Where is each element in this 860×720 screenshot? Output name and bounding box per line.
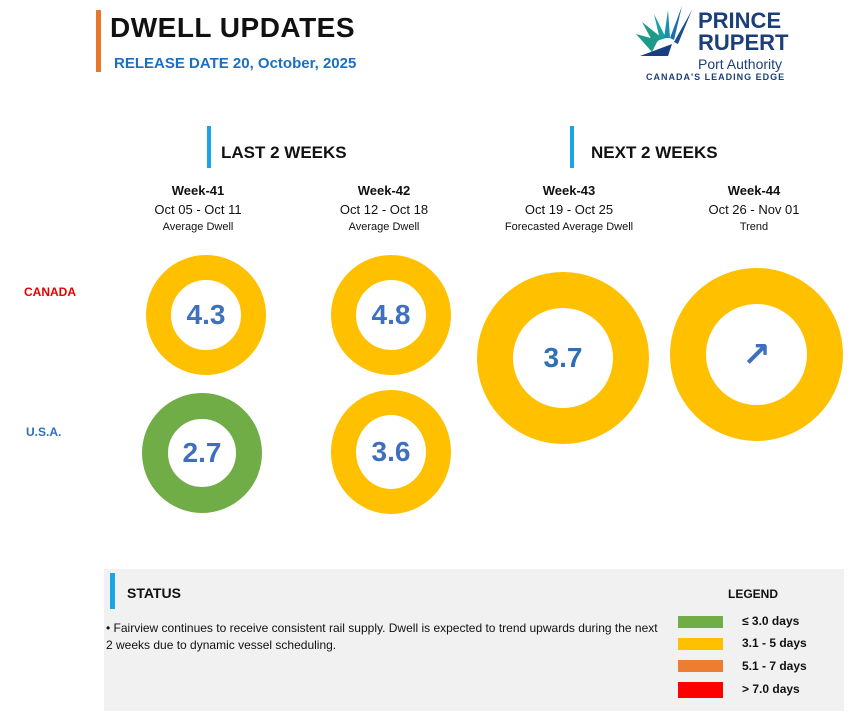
week-header-42: Week-42 Oct 12 - Oct 18 Average Dwell (294, 183, 474, 233)
canada-week41-dwell-ring: 4.3 (146, 255, 266, 375)
prince-rupert-logo: PRINCE RUPERT Port Authority CANADA'S LE… (632, 4, 792, 86)
trend-week44-ring: ↗ (670, 268, 843, 441)
trend-arrow-icon: ↗ (742, 335, 771, 374)
week-range: Oct 26 - Nov 01 (708, 202, 800, 217)
week-range: Oct 19 - Oct 25 (524, 202, 614, 217)
row-label-usa: U.S.A. (26, 425, 62, 439)
title-accent-bar (96, 10, 101, 72)
legend-heading: LEGEND (728, 587, 779, 601)
status-text: • Fairview continues to receive consiste… (106, 621, 658, 652)
usa-week42-dwell-ring: 3.6 (331, 390, 451, 514)
week-name: Week-42 (357, 183, 411, 198)
forecast-week43-dwell-ring: 3.7 (477, 272, 649, 444)
logo-tagline: CANADA'S LEADING EDGE (646, 72, 786, 82)
legend-label-red: > 7.0 days (742, 682, 800, 696)
legend-swatch-orange (678, 660, 723, 672)
week-subtitle: Trend (739, 221, 769, 233)
legend-label-green: ≤ 3.0 days (742, 614, 800, 628)
last-weeks-accent-bar (207, 126, 211, 168)
usa-week42-value: 3.6 (371, 436, 411, 467)
canada-week42-value: 4.8 (371, 299, 411, 330)
legend-swatch-green (678, 616, 723, 628)
week-header-43: Week-43 Oct 19 - Oct 25 Forecasted Avera… (479, 183, 659, 233)
row-label-canada: CANADA (24, 285, 76, 299)
logo-text-prince: PRINCE (698, 8, 782, 33)
last-two-weeks-heading: LAST 2 WEEKS (221, 143, 347, 162)
week-subtitle: Average Dwell (162, 221, 234, 233)
canada-week42-dwell-ring: 4.8 (331, 255, 451, 375)
week-subtitle: Average Dwell (348, 221, 420, 233)
canada-week41-value: 4.3 (186, 299, 226, 330)
status-heading: STATUS (127, 585, 181, 601)
release-date: RELEASE DATE 20, October, 2025 (114, 55, 357, 72)
logo-text-rupert: RUPERT (698, 30, 789, 55)
week-name: Week-41 (171, 183, 225, 198)
legend-swatch-red (678, 682, 723, 698)
week-range: Oct 05 - Oct 11 (154, 202, 242, 217)
logo-text-port-authority: Port Authority (698, 56, 783, 72)
forecast-week43-value: 3.7 (543, 342, 583, 373)
legend-label-orange: 5.1 - 7 days (742, 659, 807, 673)
week-subtitle: Forecasted Average Dwell (504, 221, 634, 233)
usa-week41-dwell-ring: 2.7 (142, 393, 262, 513)
next-two-weeks-heading: NEXT 2 WEEKS (591, 143, 718, 162)
week-range: Oct 12 - Oct 18 (339, 202, 429, 217)
legend-label-yellow: 3.1 - 5 days (742, 636, 807, 650)
week-name: Week-43 (542, 183, 596, 198)
legend-swatch-yellow (678, 638, 723, 650)
next-weeks-accent-bar (570, 126, 574, 168)
page-title: DWELL UPDATES (110, 12, 356, 43)
week-header-44: Week-44 Oct 26 - Nov 01 Trend (664, 183, 844, 233)
logo-leaf-icon (636, 6, 692, 56)
usa-week41-value: 2.7 (182, 437, 222, 468)
week-name: Week-44 (727, 183, 781, 198)
status-accent-bar (110, 573, 115, 609)
week-header-41: Week-41 Oct 05 - Oct 11 Average Dwell (108, 183, 288, 233)
